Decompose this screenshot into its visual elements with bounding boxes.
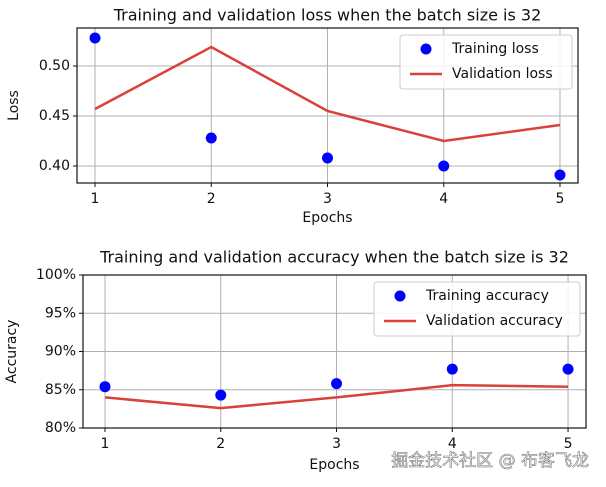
y-tick-label: 85%	[45, 382, 76, 398]
data-point	[99, 381, 111, 393]
x-tick-label: 3	[323, 191, 332, 207]
legend-box	[399, 34, 573, 90]
x-axis-label: Epochs	[309, 457, 359, 473]
y-tick-label: 0.50	[39, 58, 70, 74]
x-tick-label: 5	[564, 436, 573, 452]
plot-frame	[76, 27, 579, 184]
legend-marker	[420, 43, 432, 55]
watermark: 掘金技术社区 @ 布客飞龙	[391, 451, 589, 471]
data-point	[205, 132, 217, 144]
data-line	[104, 383, 569, 410]
x-axis-label: Epochs	[302, 210, 352, 226]
legend-marker	[394, 290, 406, 302]
y-tick-label: 0.45	[39, 108, 70, 124]
data-point	[446, 363, 458, 375]
y-tick-label: 80%	[45, 420, 76, 436]
x-tick-label: 4	[448, 436, 457, 452]
y-axis-label: Loss	[6, 90, 22, 121]
x-tick-label: 2	[207, 191, 216, 207]
y-tick-label: 95%	[45, 305, 76, 321]
legend-label: Validation loss	[452, 66, 553, 82]
x-tick-label: 2	[216, 436, 225, 452]
data-point	[562, 363, 574, 375]
y-tick-label: 100%	[36, 267, 76, 283]
data-line	[94, 45, 561, 143]
legend-label: Validation accuracy	[426, 313, 563, 329]
legend-box	[373, 281, 581, 337]
data-point	[438, 160, 450, 172]
legend-label: Training accuracy	[425, 288, 549, 304]
x-tick-label: 3	[332, 436, 341, 452]
x-tick-label: 4	[439, 191, 448, 207]
legend-label: Training loss	[451, 41, 539, 57]
data-point	[215, 389, 227, 401]
y-axis-label: Accuracy	[4, 320, 20, 384]
data-point	[322, 152, 333, 164]
chart-title: Training and validation accuracy when th…	[99, 248, 569, 267]
data-point	[554, 169, 566, 181]
y-tick-label: 0.40	[39, 158, 70, 174]
chart-title: Training and validation loss when the ba…	[113, 6, 542, 25]
x-tick-label: 1	[91, 191, 100, 207]
plot-frame	[82, 274, 587, 429]
x-tick-label: 5	[556, 191, 565, 207]
x-tick-label: 1	[101, 436, 110, 452]
y-tick-label: 90%	[45, 344, 76, 360]
data-point	[89, 32, 101, 44]
data-point	[331, 378, 343, 390]
